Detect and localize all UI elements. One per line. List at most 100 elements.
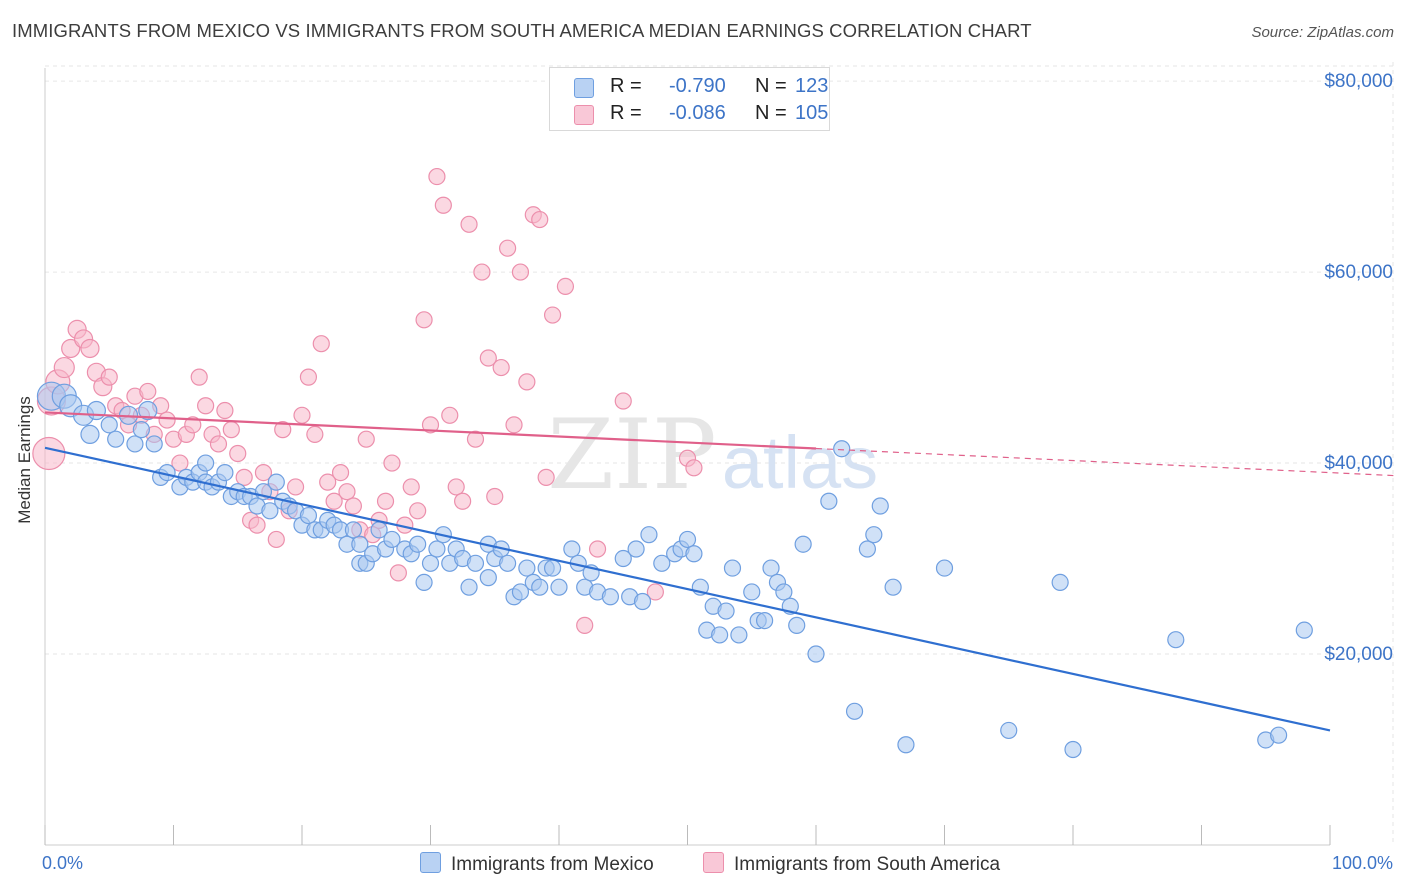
south-america-point-59: [415, 311, 433, 329]
south-america-point-3: [53, 356, 75, 379]
mexico-point-4: [80, 424, 100, 445]
south-america-point-40: [293, 406, 311, 424]
mexico-point-87: [653, 554, 671, 572]
south-america-trend-extension: [815, 447, 1395, 477]
mexico-trend-line: [44, 446, 1331, 732]
south-america-point-64: [447, 478, 465, 496]
mexico-point-110: [833, 440, 851, 458]
mexico-point-112: [858, 540, 877, 558]
south-america-point-23: [184, 416, 202, 434]
mexico-point-43: [344, 521, 362, 539]
mexico-point-117: [935, 559, 954, 577]
y-tick-label-0: $20,000: [1324, 644, 1393, 665]
bottom-legend-swatch-south-america: [703, 852, 724, 873]
mexico-point-102: [762, 559, 780, 577]
mexico-point-86: [640, 526, 658, 544]
legend-swatch-mexico: [574, 78, 594, 98]
bottom-legend-label-mexico: Immigrants from Mexico: [451, 854, 654, 875]
mexico-point-81: [601, 588, 620, 606]
mexico-point-5: [86, 400, 107, 421]
south-america-point-4: [61, 338, 81, 359]
south-america-point-57: [402, 478, 420, 496]
south-america-point-41: [299, 368, 318, 386]
y-tick-label-1: $40,000: [1324, 453, 1393, 474]
mexico-point-54: [415, 573, 433, 592]
y-tick-label-3: $80,000: [1324, 71, 1393, 92]
y-tick-label-2: $60,000: [1324, 262, 1393, 283]
south-america-point-72: [499, 239, 517, 257]
south-america-point-27: [209, 435, 228, 453]
watermark-atlas: atlas: [722, 421, 878, 504]
trend-lines: [44, 411, 1395, 732]
mexico-point-120: [1064, 740, 1082, 759]
x-tick-label-0: 0.0%: [42, 853, 83, 873]
mexico-point-69: [511, 583, 530, 601]
mexico-point-111: [845, 702, 864, 720]
south-america-point-25: [197, 397, 215, 415]
south-america-point-70: [486, 487, 504, 506]
south-america-point-45: [325, 492, 343, 510]
mexico-point-6: [100, 416, 118, 434]
bottom-legend-swatch-mexico: [420, 852, 441, 873]
mexico-point-124: [1269, 726, 1288, 744]
south-america-point-69: [479, 349, 497, 367]
south-america-point-71: [492, 358, 510, 377]
south-america-point-31: [235, 468, 253, 486]
mexico-point-55: [421, 554, 440, 572]
mexico-point-107: [794, 535, 812, 553]
south-america-point-0: [32, 436, 66, 471]
mexico-point-82: [614, 549, 632, 568]
legend-n-label-mexico: N =: [755, 75, 787, 97]
south-america-point-82: [588, 540, 607, 558]
south-america-point-75: [518, 373, 536, 391]
mexico-point-95: [711, 626, 729, 644]
south-america-trend-line: [44, 411, 817, 450]
south-america-point-28: [216, 401, 234, 420]
south-america-point-33: [248, 516, 266, 534]
mexico-point-31: [267, 473, 285, 491]
south-america-point-10: [100, 368, 118, 386]
south-america-point-68: [473, 263, 491, 281]
mexico-point-70: [518, 559, 536, 577]
south-america-point-80: [556, 277, 575, 295]
x-tick-label-1: 100.0%: [1332, 853, 1393, 873]
legend-n-value-south-america: 105: [795, 102, 829, 124]
mexico-point-44: [351, 535, 369, 553]
mexico-point-108: [807, 645, 825, 663]
mexico-point-72: [531, 578, 549, 596]
south-america-point-47: [338, 483, 356, 501]
south-america-point-44: [319, 473, 337, 491]
south-america-point-53: [376, 492, 395, 510]
legend-r-label-south-america: R =: [610, 102, 642, 124]
south-america-point-73: [505, 416, 523, 434]
mexico-point-109: [820, 492, 838, 510]
mexico-point-10: [132, 421, 150, 439]
south-america-point-43: [312, 335, 330, 353]
south-america-point-42: [306, 425, 324, 444]
south-america-point-36: [267, 530, 285, 549]
legend-n-value-mexico: 123: [795, 75, 829, 97]
bottom-legend-mexico: Immigrants from Mexico: [420, 852, 654, 876]
mexico-point-36: [299, 506, 318, 525]
grid-lines: [45, 62, 1394, 845]
south-america-point-37: [274, 421, 292, 439]
bottom-legend-label-south-america: Immigrants from South America: [734, 854, 1001, 875]
south-america-point-79: [543, 306, 562, 324]
series-mexico-points: [36, 381, 1313, 759]
south-america-point-29: [222, 421, 240, 439]
mexico-point-61: [460, 578, 478, 596]
mexico-point-118: [1000, 721, 1018, 740]
mexico-point-90: [678, 530, 697, 549]
south-america-point-58: [409, 502, 427, 520]
mexico-point-116: [897, 736, 915, 754]
mexico-point-85: [633, 592, 652, 611]
chart-title: IMMIGRANTS FROM MEXICO VS IMMIGRANTS FRO…: [12, 20, 1032, 41]
mexico-point-62: [466, 554, 485, 572]
mexico-point-113: [865, 526, 883, 544]
mexico-point-19: [197, 454, 215, 472]
mexico-point-67: [499, 554, 517, 572]
south-america-point-74: [511, 263, 530, 281]
legend-r-label-mexico: R =: [610, 75, 642, 97]
south-america-point-16: [139, 382, 157, 401]
